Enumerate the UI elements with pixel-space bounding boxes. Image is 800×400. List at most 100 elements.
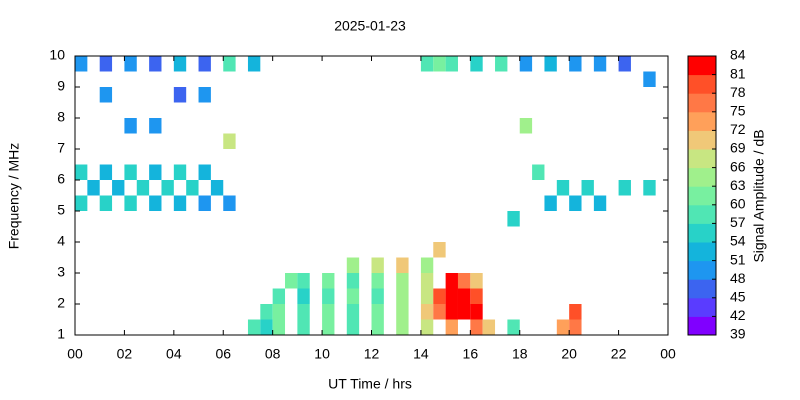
heatmap-cell	[247, 319, 261, 335]
heatmap-cell	[124, 56, 137, 72]
heatmap-cell	[433, 56, 446, 72]
heatmap-cell	[470, 56, 483, 72]
colorbar-tick-label: 69	[730, 140, 746, 156]
colorbar-tick-label: 75	[730, 103, 746, 119]
heatmap-cell	[198, 56, 211, 72]
colorbar-band	[688, 223, 716, 243]
heatmap-cell	[297, 273, 310, 289]
heatmap-cell	[124, 118, 137, 134]
x-tick-label: 14	[413, 346, 429, 362]
heatmap-cell	[260, 319, 273, 335]
x-tick-label: 12	[364, 346, 380, 362]
heatmap-cell	[223, 56, 236, 72]
y-tick-label: 8	[57, 109, 65, 125]
heatmap-cell	[136, 180, 150, 196]
heatmap-cell	[433, 242, 446, 258]
colorbar-band	[688, 316, 716, 336]
colorbar-tick-label: 57	[730, 214, 746, 230]
heatmap-cell	[420, 288, 434, 304]
heatmap-cell	[173, 164, 187, 180]
heatmap-cell	[149, 56, 162, 72]
colorbar-tick-label: 81	[730, 65, 746, 81]
heatmap-cell	[544, 195, 557, 211]
heatmap-cell	[210, 180, 224, 196]
heatmap-cell	[396, 319, 409, 335]
x-tick-label: 10	[314, 346, 330, 362]
colorbar-tick-label: 72	[730, 121, 746, 137]
heatmap-cell	[297, 319, 310, 335]
heatmap-cell	[470, 273, 483, 289]
heatmap-cell	[198, 164, 211, 180]
heatmap-cell	[346, 319, 360, 335]
y-tick-label: 5	[57, 202, 65, 218]
heatmap-cell	[124, 195, 137, 211]
heatmap-cell	[396, 273, 409, 289]
x-tick-label: 00	[67, 346, 83, 362]
colorbar-label: Signal Amplitude / dB	[751, 129, 767, 262]
heatmap-cell	[457, 288, 471, 304]
heatmap-cell	[161, 180, 174, 196]
colorbar-band	[688, 297, 716, 317]
colorbar-band	[688, 93, 716, 113]
y-axis-label: Frequency / MHz	[6, 143, 22, 250]
heatmap-cell	[618, 56, 631, 72]
heatmap-cell	[519, 118, 533, 134]
heatmap-cell	[322, 288, 335, 304]
heatmap-cell	[396, 304, 409, 320]
colorbar-band	[688, 279, 716, 299]
x-tick-label: 18	[512, 346, 528, 362]
colorbar-tick-label: 78	[730, 84, 746, 100]
heatmap-cell	[507, 211, 520, 227]
y-tick-label: 4	[57, 233, 65, 249]
y-tick-label: 6	[57, 171, 65, 187]
heatmap-cell	[556, 319, 570, 335]
heatmap-cell	[569, 56, 582, 72]
colorbar-tick-label: 42	[730, 307, 746, 323]
heatmap-cell	[532, 164, 545, 180]
y-tick-label: 3	[57, 264, 65, 280]
x-tick-label: 00	[660, 346, 676, 362]
x-tick-label: 22	[611, 346, 627, 362]
y-tick-label: 7	[57, 140, 65, 156]
x-tick-label: 16	[463, 346, 479, 362]
colorbar-tick-label: 45	[730, 289, 746, 305]
colorbar-band	[688, 149, 716, 169]
heatmap-cell	[149, 195, 162, 211]
x-tick-label: 08	[265, 346, 281, 362]
heatmap-cell	[445, 56, 458, 72]
colorbar-tick-label: 66	[730, 158, 746, 174]
heatmap-cell	[322, 304, 335, 320]
heatmap-cell	[396, 288, 409, 304]
heatmap-cell	[112, 180, 125, 196]
chart-title: 2025-01-23	[334, 18, 406, 34]
heatmap-cell	[445, 288, 458, 304]
heatmap-cell	[371, 257, 384, 273]
heatmap-cell	[297, 288, 310, 304]
heatmap-cell	[371, 304, 384, 320]
heatmap-cell	[593, 56, 607, 72]
heatmap-cell	[445, 319, 458, 335]
x-tick-label: 20	[561, 346, 577, 362]
heatmap-cell	[173, 195, 187, 211]
y-tick-label: 1	[57, 326, 65, 342]
heatmap-cell	[569, 319, 582, 335]
heatmap-cell	[346, 304, 360, 320]
colorbar-tick-label: 39	[730, 326, 746, 342]
heatmap-cell	[470, 319, 483, 335]
heatmap-cell	[371, 288, 384, 304]
heatmap-cell	[173, 56, 187, 72]
heatmap-cell	[99, 87, 113, 103]
heatmap-cell	[124, 164, 137, 180]
heatmap-cell	[420, 56, 434, 72]
heatmap-cell	[420, 319, 434, 335]
heatmap-cell	[593, 195, 607, 211]
y-tick-label: 10	[49, 47, 65, 63]
heatmap-cell	[556, 180, 570, 196]
colorbar-tick-label: 63	[730, 177, 746, 193]
colorbar-band	[688, 242, 716, 262]
heatmap-cell	[581, 180, 594, 196]
heatmap-cell	[75, 56, 88, 72]
heatmap-cell	[322, 273, 335, 289]
heatmap-cell	[457, 304, 471, 320]
heatmap-cell	[149, 164, 162, 180]
